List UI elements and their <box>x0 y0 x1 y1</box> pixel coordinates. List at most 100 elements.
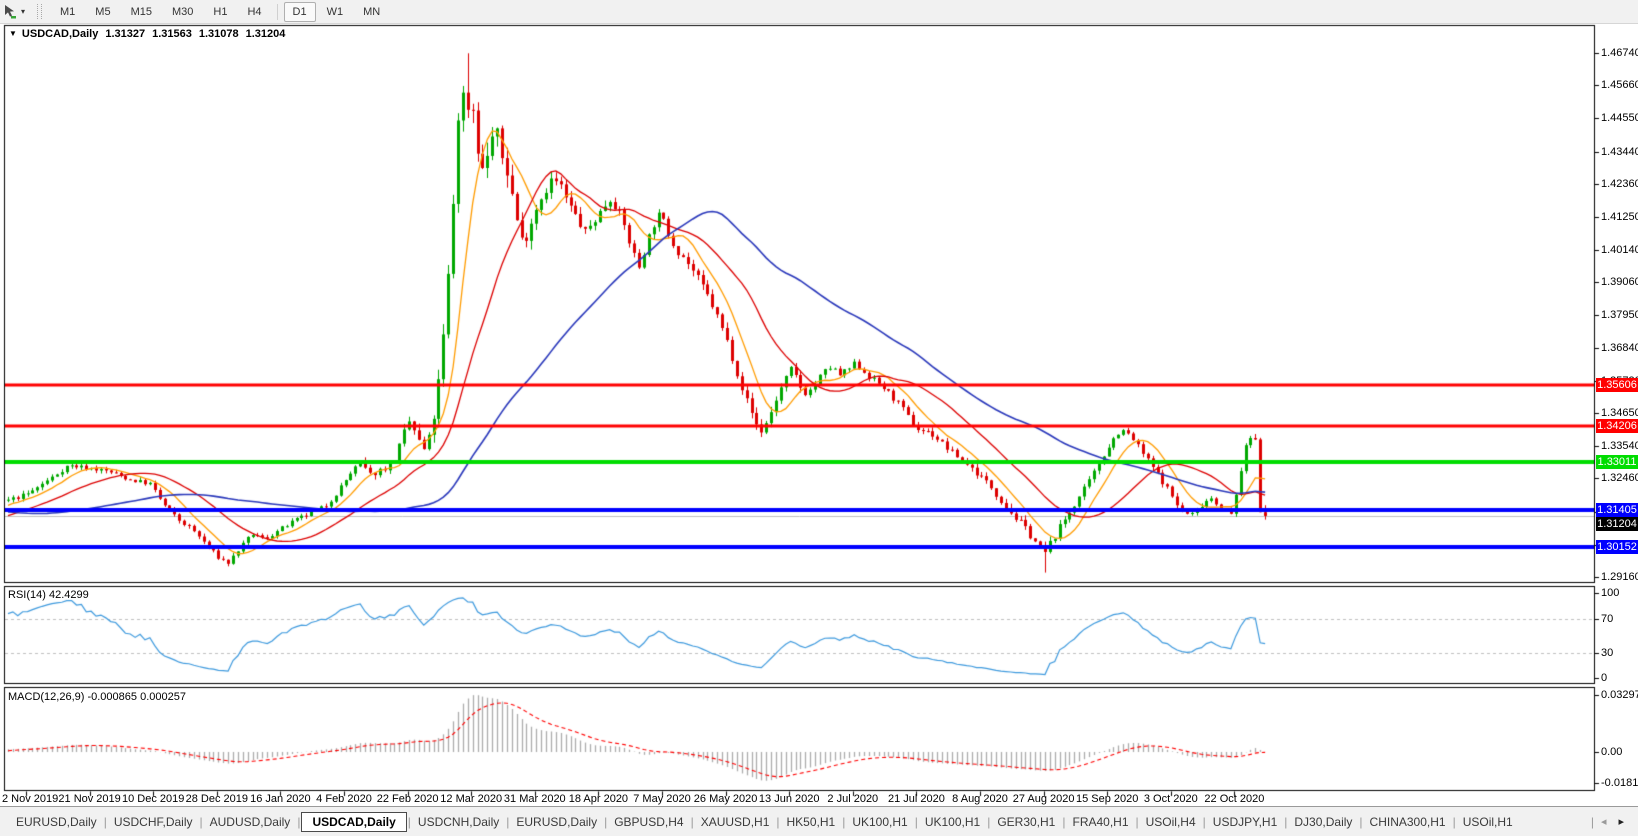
tab-scroll-right-icon[interactable]: ▸ <box>1618 816 1624 828</box>
y-axis-label: 1.39060 <box>1601 275 1638 288</box>
ohlc-open: 1.31327 <box>105 28 146 40</box>
tab-separator: | <box>103 814 107 829</box>
tab-usdchf-daily[interactable]: USDCHF,Daily <box>113 814 193 829</box>
macd-indicator-label: MACD(12,26,9) -0.000865 0.000257 <box>8 691 186 703</box>
chart-tabs: EURUSD,Daily | USDCHF,Daily | AUDUSD,Daily | U… <box>10 811 1519 832</box>
timeframe-button-d1[interactable]: D1 <box>283 1 316 22</box>
timeframe-buttons: M1 M5 M15 M30 H1 H4 D1 W1 MN <box>50 1 390 22</box>
rsi-axis-label: 70 <box>1601 612 1614 625</box>
tab-uk100-h1[interactable]: UK100,H1 <box>924 814 981 829</box>
tab-separator: | <box>297 814 301 829</box>
rsi-axis-label: 100 <box>1601 587 1620 599</box>
y-axis-label: 1.46740 <box>1601 47 1638 60</box>
macd-axis-label: 0.032972 <box>1601 689 1638 702</box>
tab-usdjpy-h1[interactable]: USDJPY,H1 <box>1212 814 1278 829</box>
current-price-badge: 1.31204 <box>1596 517 1638 531</box>
macd-axis-label: -0.018154 <box>1601 777 1638 790</box>
symbol-period-label: USDCAD,Daily <box>21 28 99 40</box>
tab-uk100-h1[interactable]: UK100,H1 <box>852 814 908 829</box>
tab-separator: | <box>1359 814 1363 829</box>
date-axis-label: 21 Nov 2019 <box>58 793 121 805</box>
ohlc-high: 1.31563 <box>152 28 192 40</box>
tab-usdcad-daily[interactable]: USDCAD,Daily <box>301 811 407 832</box>
timeframe-button-h1[interactable]: H1 <box>213 5 228 18</box>
timeframe-button-h4[interactable]: H4 <box>247 5 262 18</box>
cursor-icon <box>5 5 16 19</box>
ohlc-low: 1.31078 <box>198 28 239 40</box>
date-axis-label: 22 Oct 2020 <box>1204 793 1265 805</box>
tab-usoil-h1[interactable]: USOil,H1 <box>1462 814 1513 829</box>
y-axis-label: 1.42360 <box>1601 177 1638 190</box>
timeframe-button-w1[interactable]: W1 <box>326 5 344 18</box>
chevron-down-icon: ▾ <box>21 7 26 16</box>
tab-separator: | <box>842 814 846 829</box>
tab-xauusd-h1[interactable]: XAUUSD,H1 <box>700 814 770 829</box>
tab-dj30-daily[interactable]: DJ30,Daily <box>1294 814 1353 829</box>
tab-usdcnh-daily[interactable]: USDCNH,Daily <box>417 814 500 829</box>
tab-hk50-h1[interactable]: HK50,H1 <box>786 814 836 829</box>
y-axis-label: 1.34650 <box>1601 407 1638 420</box>
date-axis-label: 4 Feb 2020 <box>316 793 372 805</box>
y-axis-label: 1.37950 <box>1601 309 1638 322</box>
tab-separator: | <box>914 814 918 829</box>
tab-separator: | <box>199 814 203 829</box>
y-axis-label: 1.32460 <box>1601 472 1638 485</box>
tab-separator: | <box>1135 814 1139 829</box>
tab-fra40-h1[interactable]: FRA40,H1 <box>1072 814 1129 829</box>
tab-separator: | <box>690 814 694 829</box>
date-axis-label: 26 May 2020 <box>693 793 758 805</box>
tab-separator: | <box>1062 814 1066 829</box>
price-level-badge: 1.35606 <box>1596 378 1638 392</box>
date-axis-label: 12 Mar 2020 <box>440 793 503 805</box>
tab-separator: | <box>506 814 510 829</box>
tab-eurusd-daily[interactable]: EURUSD,Daily <box>16 814 97 829</box>
tab-separator: | <box>604 814 608 829</box>
tab-audusd-daily[interactable]: AUDUSD,Daily <box>209 814 291 829</box>
timeframe-button-m5[interactable]: M5 <box>95 5 111 18</box>
timeframe-button-m1[interactable]: M1 <box>60 5 76 18</box>
date-axis-label: 2 Nov 2019 <box>2 793 59 805</box>
tab-ger30-h1[interactable]: GER30,H1 <box>997 814 1056 829</box>
date-axis-label: 3 Oct 2020 <box>1143 793 1198 805</box>
price-level-badge: 1.30152 <box>1596 540 1638 554</box>
toolbar-grip[interactable] <box>37 4 43 19</box>
tab-separator: | <box>1590 814 1594 829</box>
tab-scroll-left-icon[interactable]: ◂ <box>1600 816 1607 828</box>
tab-separator: | <box>1452 814 1456 829</box>
chart-title: ▼ USDCAD,Daily 1.31327 1.31563 1.31078 1.3120… <box>9 28 285 40</box>
tab-separator: | <box>407 814 411 829</box>
tab-scroll-arrows: | ◂ ▸ <box>1590 815 1638 829</box>
tab-china300-h1[interactable]: CHINA300,H1 <box>1369 814 1446 829</box>
price-level-badge: 1.34206 <box>1596 419 1638 433</box>
collapse-triangle-icon[interactable]: ▼ <box>9 29 17 38</box>
date-axis-label: 21 Jul 2020 <box>887 793 945 805</box>
tab-gbpusd-h4[interactable]: GBPUSD,H4 <box>614 814 684 829</box>
rsi-indicator-label: RSI(14) 42.4299 <box>8 589 89 601</box>
tab-separator: | <box>776 814 780 829</box>
chart-tab-bar: EURUSD,Daily | USDCHF,Daily | AUDUSD,Daily | U… <box>0 806 1638 836</box>
tab-eurusd-daily[interactable]: EURUSD,Daily <box>516 814 598 829</box>
date-axis-label: 13 Jun 2020 <box>758 793 820 805</box>
y-axis-label: 1.44550 <box>1601 112 1638 125</box>
timeframe-button-m15[interactable]: M15 <box>130 5 152 18</box>
y-axis-label: 1.45660 <box>1601 79 1638 92</box>
y-axis-label: 1.41250 <box>1601 210 1638 223</box>
tab-separator: | <box>1284 814 1288 829</box>
date-axis-label: 2 Jul 2020 <box>827 793 879 805</box>
date-axis-label: 31 Mar 2020 <box>503 793 566 805</box>
macd-axis-label: 0.00 <box>1601 746 1623 758</box>
chart-cursor-icon[interactable]: ▾ <box>0 2 31 22</box>
date-axis-label: 15 Sep 2020 <box>1075 793 1139 805</box>
toolbar: ▾ M1 M5 M15 M30 H1 H4 D1 W1 MN <box>0 0 1638 24</box>
timeframe-button-mn[interactable]: MN <box>363 5 381 18</box>
price-level-badge: 1.33011 <box>1596 455 1638 469</box>
tab-separator: | <box>1202 814 1206 829</box>
date-axis-label: 22 Feb 2020 <box>376 793 439 805</box>
date-axis-label: 28 Dec 2019 <box>185 793 248 805</box>
timeframe-button-m30[interactable]: M30 <box>171 5 194 18</box>
tab-usoil-h4[interactable]: USOil,H4 <box>1145 814 1196 829</box>
y-axis-label: 1.43440 <box>1601 145 1638 158</box>
date-axis-label: 16 Jan 2020 <box>250 793 311 805</box>
